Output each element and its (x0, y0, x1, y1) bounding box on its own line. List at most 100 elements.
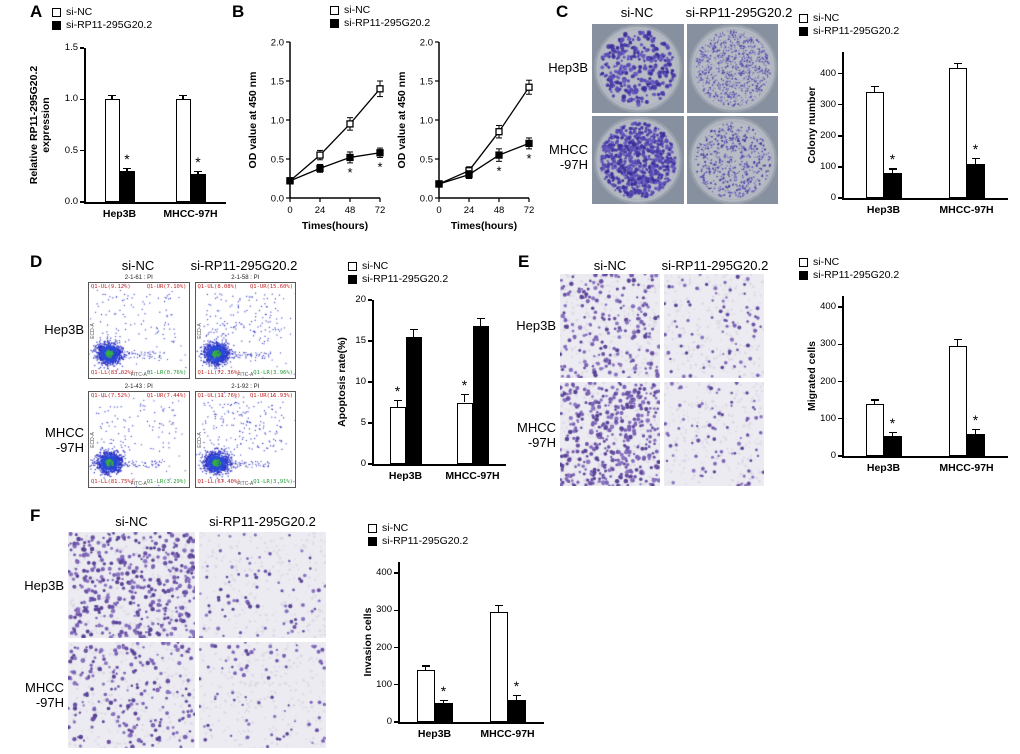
legend-item: si-NC (330, 4, 430, 16)
svg-text:1.5: 1.5 (420, 77, 433, 88)
svg-text:2.0: 2.0 (420, 38, 433, 49)
flow-plot: 2-1-43 : PI Q1-UL(7.52%) Q1-UR(7.44%) Q1-LL… (88, 383, 190, 488)
transwell-image (199, 642, 326, 748)
open-square-marker-icon (330, 5, 339, 15)
y-tick (838, 73, 842, 75)
flow-x-axis-label: FITC-A (130, 481, 147, 487)
legend-panel-d: si-NC si-RP11-295G20.2 (348, 260, 448, 285)
svg-text:Times(hours): Times(hours) (451, 220, 517, 232)
y-axis (84, 48, 86, 202)
quadrant-label-ur: Q1-UR(7.10%) (146, 284, 187, 290)
svg-text:0: 0 (436, 205, 441, 216)
line-chart-svg: 0.0 0.5 1.0 1.5 2.0 0 24 48 72 Times(hours) OD val… (247, 38, 385, 233)
bar (966, 163, 985, 198)
significance-marker: * (440, 682, 447, 699)
error-bar-cap (971, 429, 980, 431)
error-bar-cap (953, 338, 962, 340)
x-category-label: MHCC-97H (480, 728, 535, 740)
error-bar (873, 86, 876, 93)
bar-chart-migrated-cells: 0 100 200 300 400 Migrated cells Hep3B * MHCC-97… (796, 280, 1016, 482)
y-tick (838, 455, 842, 457)
y-tick-label: 1.5 (64, 42, 78, 53)
legend-label: si-RP11-295G20.2 (813, 269, 900, 281)
error-bar (515, 695, 518, 700)
bar-chart-rp11-expression: 0.0 0.5 1.0 1.5 Relative RP11-295G20.2 expre… (28, 32, 234, 228)
error-bar-cap (971, 157, 980, 159)
transwell-image (68, 532, 195, 638)
svg-text:1.0: 1.0 (271, 116, 284, 127)
x-category-label: Hep3B (102, 208, 137, 220)
flow-plot-area: Q1-UL(7.52%) Q1-UR(7.44%) Q1-LL(81.75%) Q1-… (88, 391, 190, 488)
y-tick (80, 98, 84, 101)
transwell-image (664, 382, 764, 486)
error-bar (891, 431, 894, 436)
flow-x-axis-label: FITC-A (237, 372, 254, 378)
quadrant-label-ul: Q1-UL(11.76%) (197, 393, 241, 399)
flow-x-axis-label: FITC-A (237, 481, 254, 487)
y-tick-label: 300 (820, 98, 836, 110)
significance-marker: * (124, 151, 130, 168)
open-square-marker-icon (799, 13, 808, 23)
row-label-hep3b: Hep3B (24, 578, 64, 593)
y-tick (368, 422, 372, 424)
error-bar-cap (179, 95, 187, 97)
y-tick-label: 15 (355, 335, 366, 346)
column-header-si-nc: si-NC (620, 5, 654, 20)
quadrant-label-ll: Q1-LL(83.02%) (91, 370, 135, 376)
transwell-canvas (68, 532, 195, 638)
x-axis (842, 456, 1008, 458)
y-tick (838, 343, 842, 346)
row-label-mhcc97h: MHCC -97H (517, 420, 556, 450)
filled-square-marker-icon (799, 270, 808, 280)
bar (104, 99, 120, 202)
legend-label: si-NC (813, 256, 840, 268)
error-bar (956, 338, 959, 347)
legend-item: si-NC (799, 12, 899, 24)
bar (865, 92, 884, 198)
filled-square-marker-icon (799, 26, 808, 36)
y-axis-label: Apoptosis rate(%) (336, 337, 348, 427)
bar (416, 669, 435, 722)
svg-text:0.0: 0.0 (271, 194, 284, 205)
transwell-canvas (199, 642, 326, 748)
column-header-si-rp11: si-RP11-295G20.2 (209, 514, 316, 529)
flow-plot: 2-1-58 : PI Q1-UL(8.08%) Q1-UR(15.60%) Q1-L… (194, 274, 296, 379)
significance-marker: * (461, 377, 468, 394)
y-tick-label: 10 (355, 376, 366, 387)
x-axis (398, 722, 544, 724)
y-tick-label: 200 (376, 641, 392, 653)
filled-square-marker-icon (52, 20, 61, 30)
y-tick (368, 340, 372, 342)
legend-label: si-NC (382, 522, 409, 534)
svg-text:48: 48 (345, 205, 356, 216)
legend-panel-b: si-NC si-RP11-295G20.2 (330, 4, 430, 29)
y-tick-label: 200 (820, 129, 836, 141)
y-tick-label: 0.5 (64, 144, 78, 156)
flow-plot-title: 2-1-92 : PI (231, 384, 260, 390)
svg-text:*: * (347, 165, 352, 180)
bar (948, 67, 967, 198)
line-chart-od-mhcc97h: 0.0 0.5 1.0 1.5 2.0 0 24 48 72 Times(hours) OD val… (393, 28, 539, 234)
y-tick-label: 400 (820, 67, 836, 79)
flow-scatter-canvas (89, 283, 189, 378)
legend-panel-c: si-NC si-RP11-295G20.2 (799, 12, 899, 37)
line-chart-svg: 0.0 0.5 1.0 1.5 2.0 0 24 48 72 Times(hours) OD val… (396, 38, 534, 233)
error-bar (956, 62, 959, 68)
svg-text:48: 48 (494, 205, 505, 216)
svg-text:*: * (377, 159, 382, 174)
transwell-canvas (199, 532, 326, 638)
filled-square-marker-icon (330, 18, 339, 28)
legend-item: si-NC (799, 256, 899, 268)
error-bar-cap (421, 665, 430, 667)
svg-text:0: 0 (287, 205, 292, 216)
y-axis-label: Colony number (806, 86, 818, 164)
open-square-marker-icon (799, 257, 808, 267)
colony-plate-canvas (686, 24, 778, 113)
flow-plot-title: 2-1-43 : PI (124, 384, 153, 390)
colony-plate-canvas (686, 115, 778, 204)
legend-label: si-NC (813, 12, 840, 24)
x-category-label: Hep3B (417, 728, 452, 740)
y-tick-label: 300 (820, 338, 836, 350)
line-chart-od-hep3b: 0.0 0.5 1.0 1.5 2.0 0 24 48 72 Times(hours) OD val… (244, 28, 390, 234)
